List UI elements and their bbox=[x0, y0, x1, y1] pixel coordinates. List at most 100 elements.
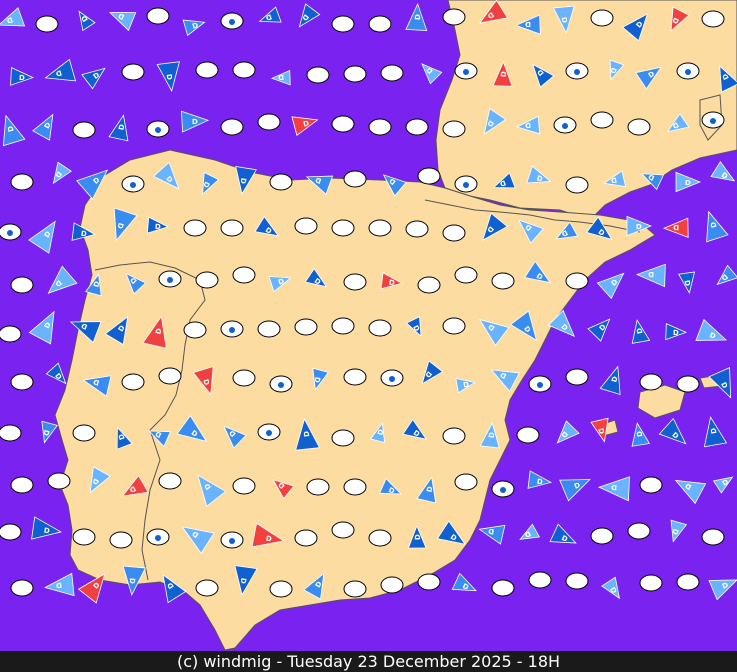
drop-icon bbox=[562, 123, 568, 129]
marker-letter: D bbox=[155, 223, 162, 231]
calm-ellipse-icon bbox=[591, 112, 613, 128]
drop-icon bbox=[130, 182, 136, 188]
drop-icon bbox=[266, 430, 272, 436]
calm-ellipse-icon bbox=[196, 580, 218, 596]
calm-ellipse-icon bbox=[628, 119, 650, 135]
calm-ellipse-icon bbox=[344, 369, 366, 385]
calm-ellipse-icon bbox=[307, 479, 329, 495]
calm-ellipse-icon bbox=[11, 580, 33, 596]
marker-letter: D bbox=[673, 329, 679, 337]
drop-icon bbox=[229, 538, 235, 544]
calm-ellipse-icon bbox=[344, 171, 366, 187]
marker-letter: D bbox=[19, 74, 25, 82]
marker-letter: D bbox=[673, 223, 679, 231]
drop-icon bbox=[229, 327, 235, 333]
calm-ellipse-icon bbox=[566, 177, 588, 193]
drop-icon bbox=[537, 382, 543, 388]
calm-ellipse-icon bbox=[591, 10, 613, 26]
calm-ellipse-icon bbox=[159, 473, 181, 489]
calm-ellipse-icon bbox=[36, 16, 58, 32]
marker-letter: D bbox=[685, 179, 691, 187]
calm-ellipse-icon bbox=[566, 273, 588, 289]
calm-ellipse-icon bbox=[369, 16, 391, 32]
calm-ellipse-icon bbox=[122, 64, 144, 80]
calm-ellipse-icon bbox=[233, 478, 255, 494]
calm-ellipse-icon bbox=[381, 577, 403, 593]
calm-ellipse-icon bbox=[443, 9, 465, 25]
calm-ellipse-icon bbox=[270, 174, 292, 190]
drop-icon bbox=[463, 69, 469, 75]
drop-icon bbox=[500, 487, 506, 493]
marker-letter: D bbox=[414, 14, 422, 20]
drop-icon bbox=[685, 69, 691, 75]
calm-ellipse-icon bbox=[73, 425, 95, 441]
calm-ellipse-icon bbox=[455, 267, 477, 283]
marker-letter: D bbox=[388, 279, 395, 288]
calm-ellipse-icon bbox=[640, 477, 662, 493]
drop-icon bbox=[710, 118, 716, 124]
calm-ellipse-icon bbox=[0, 326, 21, 342]
marker-letter: D bbox=[303, 430, 312, 437]
marker-letter: D bbox=[536, 478, 543, 487]
calm-ellipse-icon bbox=[295, 218, 317, 234]
calm-ellipse-icon bbox=[702, 11, 724, 27]
calm-ellipse-icon bbox=[122, 374, 144, 390]
calm-ellipse-icon bbox=[640, 575, 662, 591]
calm-ellipse-icon bbox=[344, 274, 366, 290]
calm-ellipse-icon bbox=[332, 16, 354, 32]
calm-ellipse-icon bbox=[332, 318, 354, 334]
calm-ellipse-icon bbox=[591, 528, 613, 544]
calm-ellipse-icon bbox=[159, 368, 181, 384]
calm-ellipse-icon bbox=[295, 319, 317, 335]
calm-ellipse-icon bbox=[110, 532, 132, 548]
calm-ellipse-icon bbox=[73, 529, 95, 545]
calm-ellipse-icon bbox=[147, 8, 169, 24]
marker-letter: D bbox=[192, 118, 198, 126]
calm-ellipse-icon bbox=[196, 272, 218, 288]
marker-letter: D bbox=[636, 223, 642, 231]
marker-letter: D bbox=[80, 230, 87, 239]
calm-ellipse-icon bbox=[221, 220, 243, 236]
calm-ellipse-icon bbox=[381, 65, 403, 81]
calm-ellipse-icon bbox=[73, 122, 95, 138]
drop-icon bbox=[574, 69, 580, 75]
calm-ellipse-icon bbox=[196, 62, 218, 78]
calm-ellipse-icon bbox=[443, 121, 465, 137]
drop-icon bbox=[229, 19, 235, 25]
calm-ellipse-icon bbox=[628, 523, 650, 539]
calm-ellipse-icon bbox=[677, 574, 699, 590]
calm-ellipse-icon bbox=[221, 119, 243, 135]
marker-letter: D bbox=[560, 17, 568, 24]
calm-ellipse-icon bbox=[677, 376, 699, 392]
calm-ellipse-icon bbox=[11, 174, 33, 190]
drop-icon bbox=[155, 127, 161, 133]
calm-ellipse-icon bbox=[233, 62, 255, 78]
calm-ellipse-icon bbox=[258, 114, 280, 130]
calm-ellipse-icon bbox=[517, 427, 539, 443]
calm-ellipse-icon bbox=[0, 524, 21, 540]
calm-ellipse-icon bbox=[11, 477, 33, 493]
calm-ellipse-icon bbox=[369, 220, 391, 236]
marker-letter: D bbox=[611, 483, 617, 491]
calm-ellipse-icon bbox=[702, 529, 724, 545]
calm-ellipse-icon bbox=[418, 277, 440, 293]
calm-ellipse-icon bbox=[332, 522, 354, 538]
calm-ellipse-icon bbox=[184, 322, 206, 338]
calm-ellipse-icon bbox=[233, 370, 255, 386]
marker-letter: D bbox=[500, 71, 508, 77]
calm-ellipse-icon bbox=[332, 430, 354, 446]
calm-ellipse-icon bbox=[48, 473, 70, 489]
marker-letter: D bbox=[414, 534, 422, 540]
calm-ellipse-icon bbox=[443, 225, 465, 241]
calm-ellipse-icon bbox=[443, 318, 465, 334]
calm-ellipse-icon bbox=[640, 374, 662, 390]
calm-ellipse-icon bbox=[369, 119, 391, 135]
calm-ellipse-icon bbox=[0, 425, 21, 441]
marker-letter: D bbox=[128, 578, 136, 585]
drop-icon bbox=[278, 382, 284, 388]
drop-icon bbox=[389, 376, 395, 382]
marker-letter: D bbox=[165, 74, 174, 81]
calm-ellipse-icon bbox=[307, 67, 329, 83]
calm-ellipse-icon bbox=[369, 530, 391, 546]
drop-icon bbox=[463, 182, 469, 188]
